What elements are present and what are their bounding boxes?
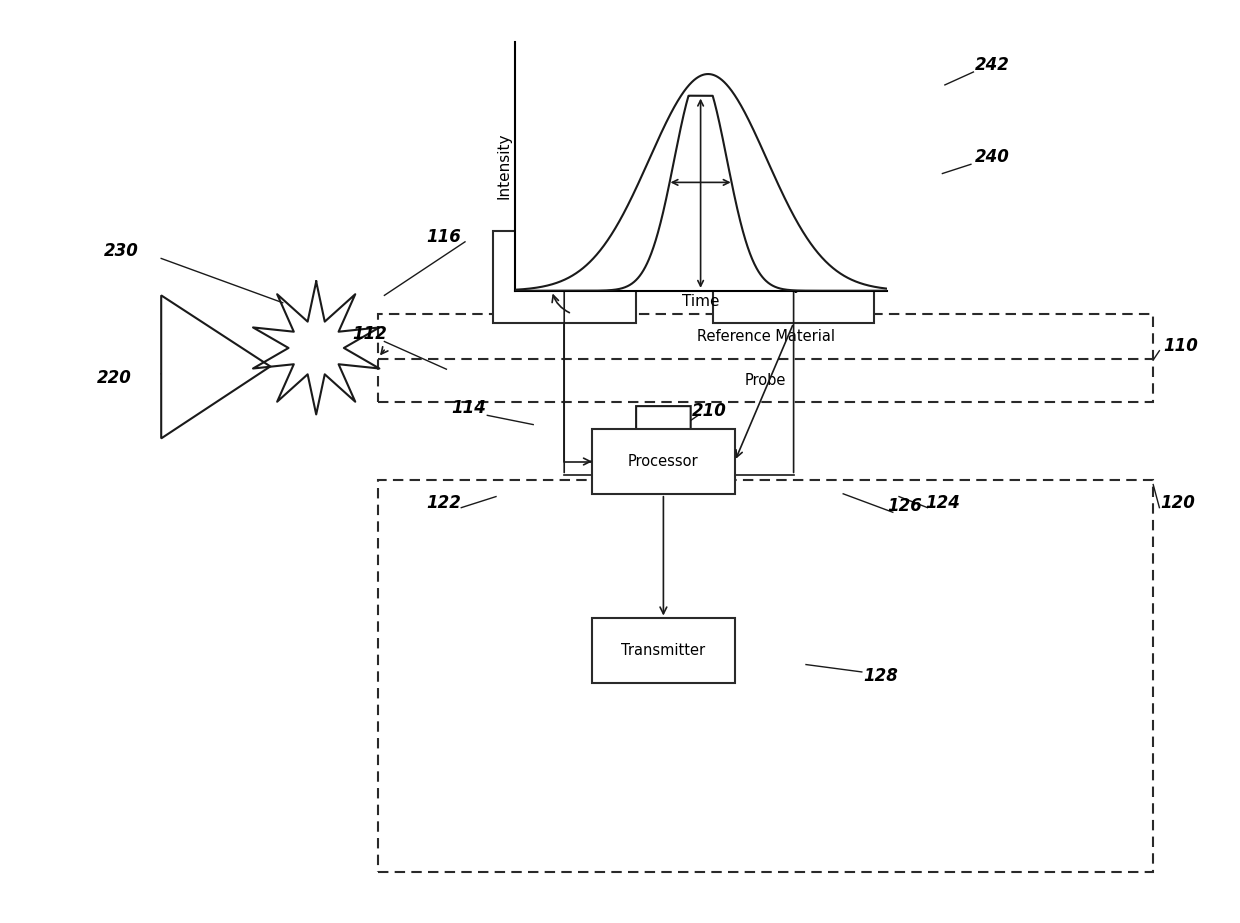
Text: Spectroscopic
Analyzer: Spectroscopic Analyzer bbox=[743, 260, 844, 294]
Text: 244: 244 bbox=[588, 92, 622, 111]
Text: 122: 122 bbox=[427, 494, 461, 512]
Text: Optical
Detector: Optical Detector bbox=[532, 260, 596, 294]
Bar bbox=[494, 231, 636, 323]
Text: 114: 114 bbox=[451, 399, 486, 417]
Bar bbox=[713, 231, 874, 323]
Text: Transmitter: Transmitter bbox=[621, 643, 706, 658]
Text: 242: 242 bbox=[975, 55, 1009, 74]
Text: Processor: Processor bbox=[629, 454, 698, 469]
Text: 116: 116 bbox=[427, 228, 461, 246]
Text: 112: 112 bbox=[352, 325, 387, 343]
Bar bbox=[593, 618, 734, 683]
Text: 110: 110 bbox=[1163, 337, 1198, 355]
Text: 220: 220 bbox=[97, 369, 131, 388]
Text: 120: 120 bbox=[1161, 494, 1195, 512]
Text: Probe: Probe bbox=[745, 373, 786, 388]
Text: Reference Material: Reference Material bbox=[697, 330, 835, 344]
Text: 210: 210 bbox=[692, 402, 727, 420]
Bar bbox=[378, 480, 1153, 872]
Y-axis label: Intensity: Intensity bbox=[497, 133, 512, 199]
Bar bbox=[378, 314, 1153, 402]
Polygon shape bbox=[161, 295, 270, 438]
Text: 128: 128 bbox=[863, 666, 898, 685]
X-axis label: Time: Time bbox=[682, 294, 719, 308]
Text: 230: 230 bbox=[104, 242, 139, 260]
Bar bbox=[593, 429, 734, 494]
Text: 240: 240 bbox=[975, 148, 1009, 166]
Polygon shape bbox=[604, 406, 723, 475]
Text: 124: 124 bbox=[925, 494, 960, 512]
Text: 126: 126 bbox=[888, 497, 923, 515]
